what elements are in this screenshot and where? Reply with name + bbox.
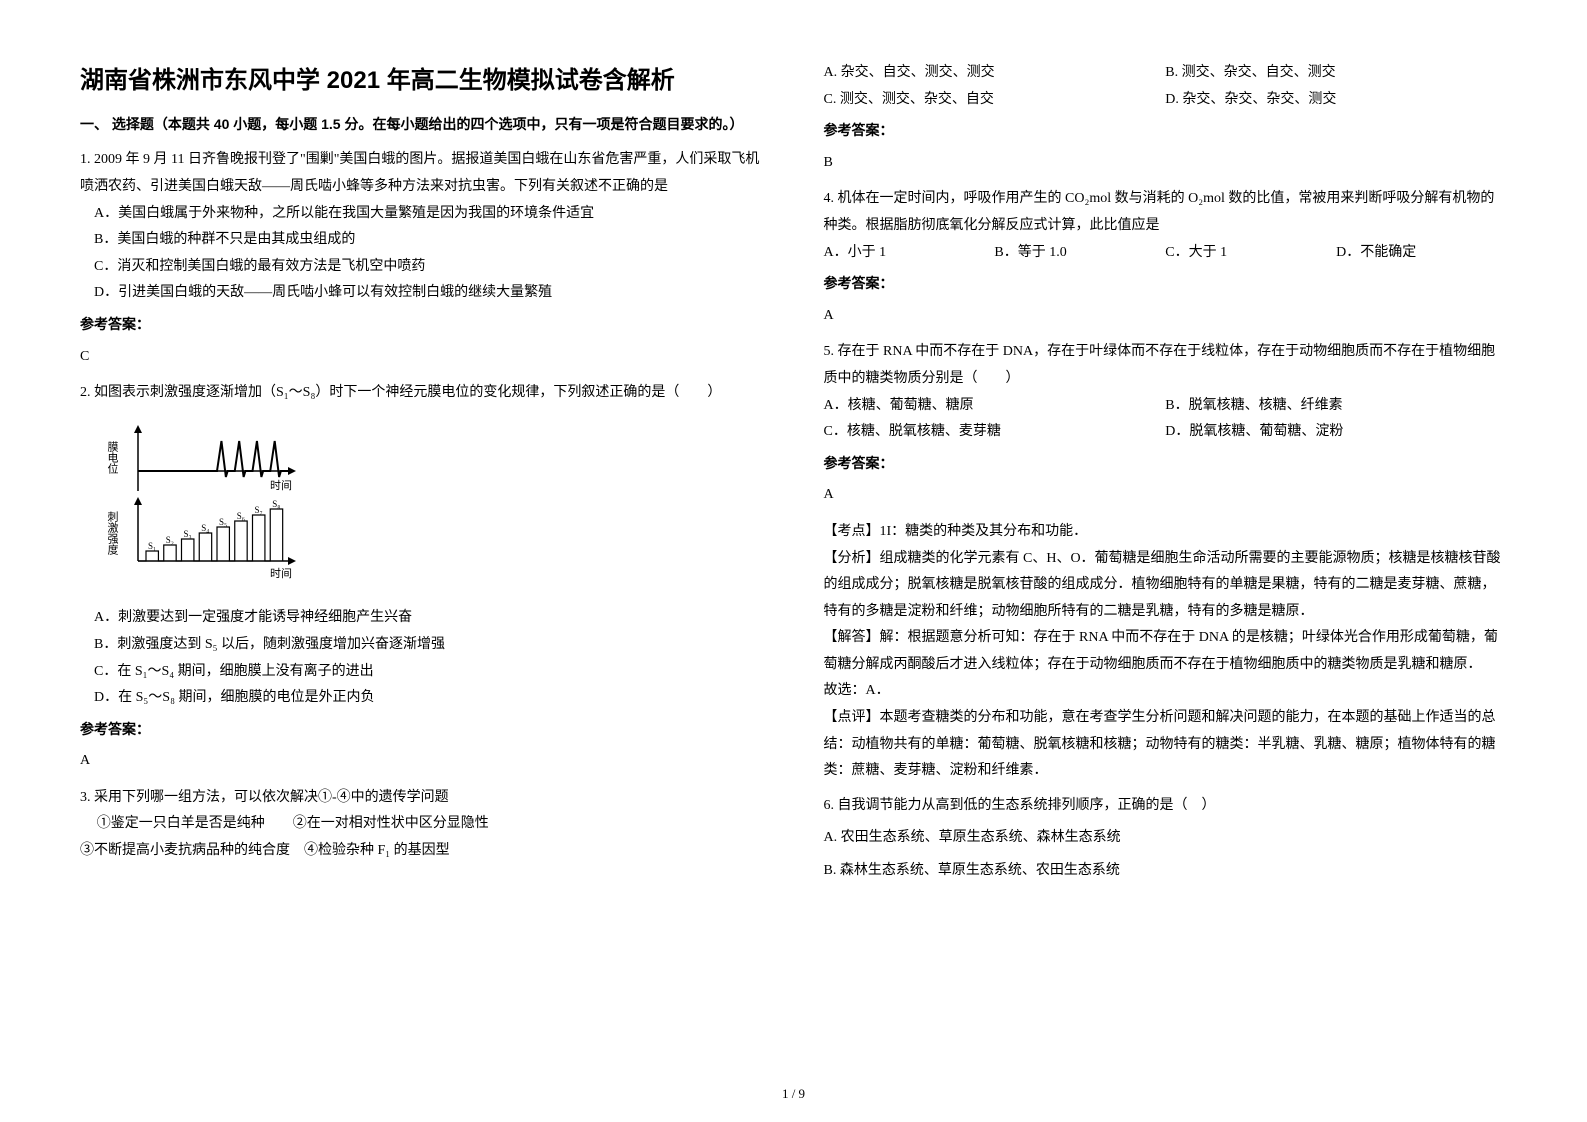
- q3-row1: A. 杂交、自交、测交、测交 B. 测交、杂交、自交、测交: [824, 60, 1508, 87]
- q5-explain-2: 【分析】组成糖类的化学元素有 C、H、O．葡萄糖是细胞生命活动所需要的主要能源物…: [824, 546, 1508, 626]
- q2-answer-label: 参考答案：: [80, 716, 764, 743]
- q1-stem: 1. 2009 年 9 月 11 日齐鲁晚报刊登了"围剿"美国白蛾的图片。据报道…: [80, 147, 764, 200]
- left-column: 湖南省株洲市东风中学 2021 年高二生物模拟试卷含解析 一、 选择题（本题共 …: [80, 60, 764, 1060]
- q4-answer-label: 参考答案：: [824, 270, 1508, 297]
- q3-option-d: D. 杂交、杂交、杂交、测交: [1165, 87, 1507, 114]
- q1-answer-label: 参考答案：: [80, 311, 764, 338]
- membrane-potential-chart: 膜电位时间S₁S₂S₃S₄S₅S₆S₇S₈刺激强度时间: [100, 411, 300, 591]
- q4-stem: 4. 机体在一定时间内，呼吸作用产生的 CO₂mol 数与消耗的 O₂mol 数…: [824, 186, 1508, 239]
- svg-text:刺激强度: 刺激强度: [106, 510, 119, 555]
- q3-answer-label: 参考答案：: [824, 117, 1508, 144]
- q5-explain-5: 【点评】本题考查糖类的分布和功能，意在考查学生分析问题和解决问题的能力，在本题的…: [824, 705, 1508, 785]
- q4-option-d: D．不能确定: [1336, 240, 1507, 267]
- q5-answer-label: 参考答案：: [824, 450, 1508, 477]
- svg-text:S₃: S₃: [184, 529, 192, 539]
- svg-text:S₁: S₁: [148, 541, 156, 551]
- svg-text:S₈: S₈: [272, 499, 280, 509]
- q2-option-d: D．在 S₅～S₈ 期间，细胞膜的电位是外正内负: [80, 685, 764, 712]
- q2-option-a: A．刺激要达到一定强度才能诱导神经细胞产生兴奋: [80, 605, 764, 632]
- q3-answer: B: [824, 150, 1508, 177]
- q3-option-c: C. 测交、测交、杂交、自交: [824, 87, 1166, 114]
- svg-text:时间: 时间: [270, 567, 292, 580]
- q2-option-b: B．刺激强度达到 S₅ 以后，随刺激强度增加兴奋逐渐增强: [80, 632, 764, 659]
- right-column: A. 杂交、自交、测交、测交 B. 测交、杂交、自交、测交 C. 测交、测交、杂…: [824, 60, 1508, 1060]
- q5-explain-4: 故选：A．: [824, 678, 1508, 705]
- q5-option-d: D．脱氧核糖、葡萄糖、淀粉: [1165, 419, 1507, 446]
- q3-sub2: ③不断提高小麦抗病品种的纯合度 ④检验杂种 F₁ 的基因型: [80, 838, 764, 865]
- question-5: 5. 存在于 RNA 中而不存在于 DNA，存在于叶绿体而不存在于线粒体，存在于…: [824, 339, 1508, 785]
- svg-text:膜电位: 膜电位: [106, 440, 119, 473]
- q4-options: A．小于 1 B．等于 1.0 C．大于 1 D．不能确定: [824, 240, 1508, 267]
- page-number: 1 / 9: [782, 1086, 805, 1102]
- q3-option-b: B. 测交、杂交、自交、测交: [1165, 60, 1507, 87]
- svg-text:S₇: S₇: [255, 505, 263, 515]
- svg-text:S₆: S₆: [237, 511, 245, 521]
- q6-option-a: A. 农田生态系统、草原生态系统、森林生态系统: [824, 825, 1508, 852]
- q5-explain-1: 【考点】1I：糖类的种类及其分布和功能．: [824, 519, 1508, 546]
- q4-answer: A: [824, 303, 1508, 330]
- q3-sub1: ①鉴定一只白羊是否是纯种 ②在一对相对性状中区分显隐性: [80, 811, 764, 838]
- q5-row2: C．核糖、脱氧核糖、麦芽糖 D．脱氧核糖、葡萄糖、淀粉: [824, 419, 1508, 446]
- q2-chart: 膜电位时间S₁S₂S₃S₄S₅S₆S₇S₈刺激强度时间: [100, 411, 764, 602]
- question-2: 2. 如图表示刺激强度逐渐增加（S₁～S₈）时下一个神经元膜电位的变化规律，下列…: [80, 380, 764, 775]
- q5-option-a: A．核糖、葡萄糖、糖原: [824, 393, 1166, 420]
- q3-stem: 3. 采用下列哪一组方法，可以依次解决①-④中的遗传学问题: [80, 785, 764, 812]
- q6-option-b: B. 森林生态系统、草原生态系统、农田生态系统: [824, 858, 1508, 885]
- q2-stem: 2. 如图表示刺激强度逐渐增加（S₁～S₈）时下一个神经元膜电位的变化规律，下列…: [80, 380, 764, 407]
- q2-option-c: C．在 S₁～S₄ 期间，细胞膜上没有离子的进出: [80, 659, 764, 686]
- q5-explain-3: 【解答】解：根据题意分析可知：存在于 RNA 中而不存在于 DNA 的是核糖；叶…: [824, 625, 1508, 678]
- question-1: 1. 2009 年 9 月 11 日齐鲁晚报刊登了"围剿"美国白蛾的图片。据报道…: [80, 147, 764, 370]
- q5-stem: 5. 存在于 RNA 中而不存在于 DNA，存在于叶绿体而不存在于线粒体，存在于…: [824, 339, 1508, 392]
- question-4: 4. 机体在一定时间内，呼吸作用产生的 CO₂mol 数与消耗的 O₂mol 数…: [824, 186, 1508, 329]
- section-header: 一、 选择题（本题共 40 小题，每小题 1.5 分。在每小题给出的四个选项中，…: [80, 113, 764, 135]
- q3-option-a: A. 杂交、自交、测交、测交: [824, 60, 1166, 87]
- question-3-options: A. 杂交、自交、测交、测交 B. 测交、杂交、自交、测交 C. 测交、测交、杂…: [824, 60, 1508, 176]
- q4-option-a: A．小于 1: [824, 240, 995, 267]
- q1-option-b: B．美国白蛾的种群不只是由其成虫组成的: [80, 227, 764, 254]
- q3-row2: C. 测交、测交、杂交、自交 D. 杂交、杂交、杂交、测交: [824, 87, 1508, 114]
- q2-answer: A: [80, 748, 764, 775]
- page-container: 湖南省株洲市东风中学 2021 年高二生物模拟试卷含解析 一、 选择题（本题共 …: [80, 60, 1507, 1060]
- q5-answer: A: [824, 482, 1508, 509]
- svg-text:时间: 时间: [270, 479, 292, 492]
- q4-option-c: C．大于 1: [1165, 240, 1336, 267]
- question-6: 6. 自我调节能力从高到低的生态系统排列顺序，正确的是（ ） A. 农田生态系统…: [824, 793, 1508, 885]
- exam-title: 湖南省株洲市东风中学 2021 年高二生物模拟试卷含解析: [80, 60, 764, 95]
- q6-stem: 6. 自我调节能力从高到低的生态系统排列顺序，正确的是（ ）: [824, 793, 1508, 820]
- svg-text:S₂: S₂: [166, 535, 174, 545]
- q5-option-b: B．脱氧核糖、核糖、纤维素: [1165, 393, 1507, 420]
- q1-answer: C: [80, 344, 764, 371]
- q1-option-d: D．引进美国白蛾的天敌——周氏啮小蜂可以有效控制白蛾的继续大量繁殖: [80, 280, 764, 307]
- question-3: 3. 采用下列哪一组方法，可以依次解决①-④中的遗传学问题 ①鉴定一只白羊是否是…: [80, 785, 764, 865]
- q1-option-c: C．消灭和控制美国白蛾的最有效方法是飞机空中喷药: [80, 254, 764, 281]
- q5-row1: A．核糖、葡萄糖、糖原 B．脱氧核糖、核糖、纤维素: [824, 393, 1508, 420]
- svg-text:S₄: S₄: [201, 523, 209, 533]
- q4-option-b: B．等于 1.0: [994, 240, 1165, 267]
- svg-text:S₅: S₅: [219, 517, 227, 527]
- q1-option-a: A．美国白蛾属于外来物种，之所以能在我国大量繁殖是因为我国的环境条件适宜: [80, 201, 764, 228]
- q5-option-c: C．核糖、脱氧核糖、麦芽糖: [824, 419, 1166, 446]
